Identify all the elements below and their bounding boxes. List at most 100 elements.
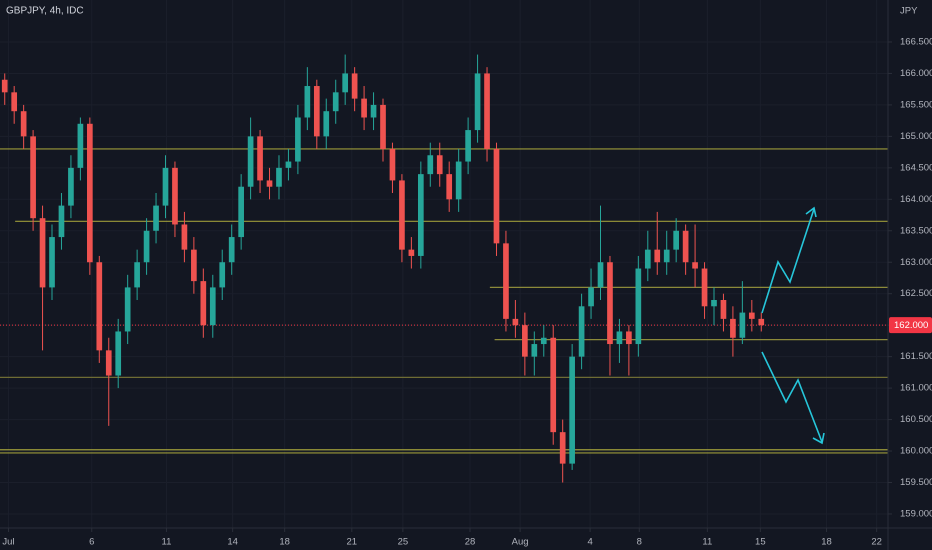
candle-body xyxy=(578,306,585,357)
candle-body xyxy=(503,243,509,319)
candle-body xyxy=(701,268,708,307)
candle-body xyxy=(380,104,386,149)
candle-body xyxy=(238,186,244,238)
axis-unit: JPY xyxy=(900,6,918,17)
candle-body xyxy=(276,167,282,187)
y-tick-label: 166.500 xyxy=(900,36,932,47)
candle-body xyxy=(720,299,727,319)
candle-body xyxy=(58,205,65,238)
chart-title: GBPJPY, 4h, IDC xyxy=(6,6,84,17)
y-tick-label: 165.000 xyxy=(900,131,932,142)
candle-body xyxy=(569,356,575,464)
candle-body xyxy=(342,73,349,93)
projection-arrows xyxy=(761,206,825,445)
y-tick-label: 161.500 xyxy=(900,351,932,362)
candle-body xyxy=(446,174,453,200)
x-tick-label: Aug xyxy=(512,537,529,548)
x-tick-label: 22 xyxy=(871,537,882,548)
y-tick-label: 162.500 xyxy=(900,288,932,299)
candle-body xyxy=(673,230,680,250)
candle-body xyxy=(644,249,651,269)
candle-body xyxy=(682,230,689,263)
candle-body xyxy=(191,249,197,282)
candle-body xyxy=(172,167,178,225)
candle-body xyxy=(162,167,169,206)
candle-body xyxy=(39,218,46,288)
x-tick-label: Jul xyxy=(2,537,14,548)
candle-body xyxy=(361,98,367,118)
candle-body xyxy=(332,92,339,112)
candle-body xyxy=(68,167,74,206)
candle-body xyxy=(96,262,103,351)
candle-body xyxy=(408,249,415,256)
x-tick-label: 18 xyxy=(821,537,832,548)
x-tick-label: 21 xyxy=(347,537,358,548)
candle-body xyxy=(285,161,292,168)
candle-body xyxy=(588,287,594,307)
candle-body xyxy=(607,262,613,345)
candle-body xyxy=(1,79,8,93)
candle-body xyxy=(266,180,273,187)
candle-body xyxy=(105,350,112,376)
candle-body xyxy=(295,117,301,162)
y-tick-label: 163.000 xyxy=(900,257,932,268)
candle-body xyxy=(20,111,27,137)
x-tick-label: 8 xyxy=(637,537,642,548)
candle-body xyxy=(512,318,519,326)
x-tick-label: 28 xyxy=(465,537,476,548)
candle-body xyxy=(304,86,311,118)
arrowhead xyxy=(805,206,817,218)
last-price-label: 162.000 xyxy=(894,320,928,331)
down-arrow xyxy=(761,351,823,443)
y-tick-label: 163.500 xyxy=(900,225,932,236)
candle-body xyxy=(455,161,462,200)
y-tick-label: 164.500 xyxy=(900,162,932,173)
candle-body xyxy=(181,224,188,250)
x-tick-label: 11 xyxy=(702,537,712,548)
y-tick-label: 166.000 xyxy=(900,68,932,79)
y-tick-label: 159.500 xyxy=(900,477,932,488)
candle-body xyxy=(11,92,18,112)
y-tick-label: 160.000 xyxy=(900,446,932,457)
axes: 159.000 159.500 160.000 160.500 161.000 161.5… xyxy=(2,36,932,548)
candle-body xyxy=(730,318,736,338)
candle-body xyxy=(351,73,358,99)
candle-body xyxy=(115,331,122,376)
candle-body xyxy=(399,180,405,250)
last-price-tag xyxy=(889,317,932,334)
candle-body xyxy=(247,136,254,187)
candle-body xyxy=(493,148,500,244)
candle-body xyxy=(49,237,55,288)
x-tick-label: 25 xyxy=(398,537,409,548)
candle-body xyxy=(559,432,566,464)
candle-body xyxy=(635,268,642,345)
candle-body xyxy=(597,262,604,288)
candle-body xyxy=(30,136,36,219)
candle-body xyxy=(550,337,557,433)
up-arrow xyxy=(761,208,815,314)
candle-body xyxy=(436,155,443,175)
y-tick-label: 160.500 xyxy=(900,414,932,425)
x-tick-label: 4 xyxy=(587,537,592,548)
candle-body xyxy=(77,123,84,168)
candle-body xyxy=(323,111,330,137)
candle-body xyxy=(209,287,216,326)
candle-body xyxy=(257,136,263,181)
candle-body xyxy=(540,337,547,345)
x-tick-label: 6 xyxy=(89,537,94,548)
candle-body xyxy=(692,262,698,269)
candle-body xyxy=(228,237,235,263)
candle-body xyxy=(87,123,93,263)
candle-body xyxy=(153,205,159,231)
y-tick-label: 164.000 xyxy=(900,194,932,205)
candle-body xyxy=(663,249,670,263)
levels xyxy=(0,148,888,454)
candle-body xyxy=(134,262,140,288)
candle-body xyxy=(711,299,717,307)
candle-body xyxy=(474,73,481,131)
candle-body xyxy=(522,325,528,357)
candle-body xyxy=(124,287,131,332)
candle-body xyxy=(313,86,320,137)
